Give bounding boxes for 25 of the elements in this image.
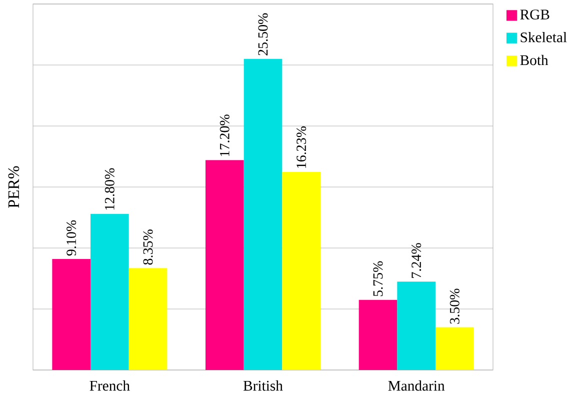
bar	[128, 268, 168, 370]
y-axis-title: PER%	[8, 166, 20, 208]
legend-label: Both	[520, 54, 548, 66]
data-label: 5.75%	[373, 261, 383, 296]
bar	[90, 214, 129, 370]
data-label: 9.10%	[66, 220, 76, 256]
legend-label: RGB	[520, 10, 550, 20]
data-label: 25.50%	[258, 13, 268, 56]
data-label: 12.80%	[104, 168, 114, 210]
data-label: 16.23%	[296, 126, 306, 168]
data-label: 17.20%	[220, 114, 230, 156]
bar	[397, 282, 436, 370]
data-label: 7.24%	[412, 243, 422, 278]
data-label: 8.35%	[143, 230, 153, 265]
x-tick-label: French	[90, 380, 130, 391]
bar	[244, 58, 282, 370]
bar	[206, 160, 244, 370]
x-tick-label: Mandarin	[388, 380, 445, 391]
bar	[282, 172, 321, 370]
bar	[358, 300, 398, 370]
bar	[52, 258, 90, 370]
legend-label: Skeletal	[520, 32, 567, 42]
x-tick-label: British	[243, 380, 283, 391]
data-label: 3.50%	[450, 288, 460, 324]
bar	[436, 327, 474, 370]
